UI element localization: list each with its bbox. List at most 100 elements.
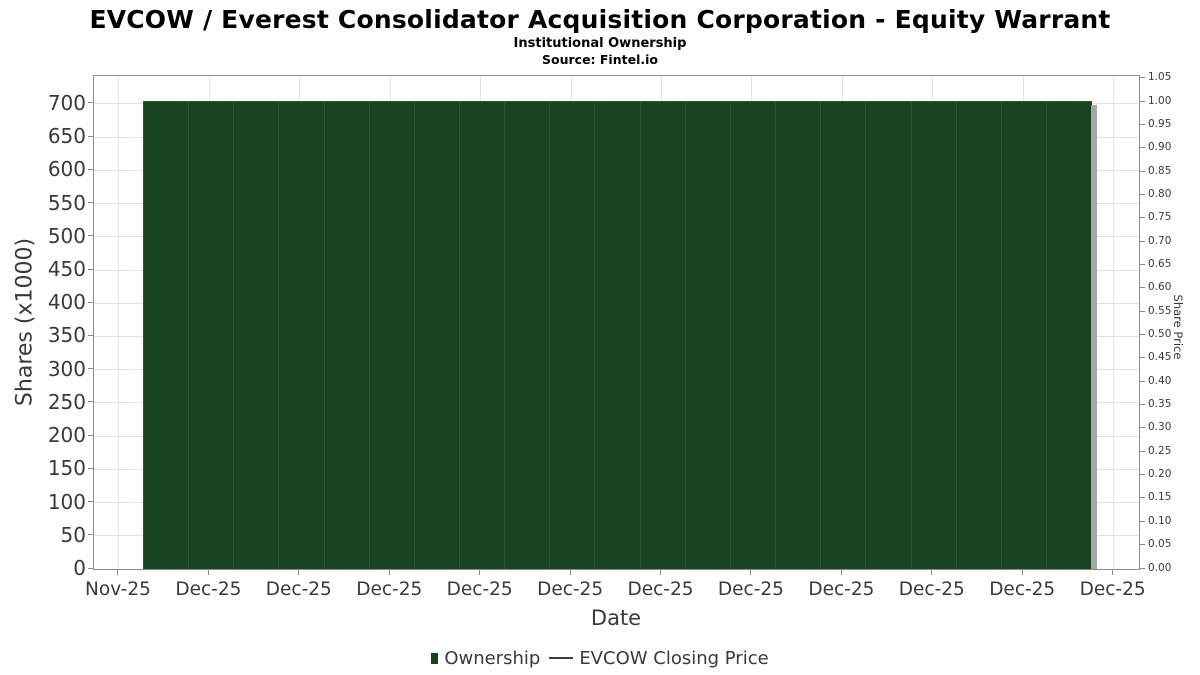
legend: Ownership EVCOW Closing Price: [0, 643, 1200, 673]
x-tick-label: Nov-25: [85, 579, 151, 600]
y-right-tick-mark: [1140, 240, 1145, 242]
x-tick-label: Dec-25: [537, 579, 604, 600]
ownership-bar: [955, 100, 1002, 569]
y-left-tick-label: 550: [47, 190, 86, 215]
y-right-tick-mark: [1140, 450, 1145, 452]
x-tick-label: Dec-25: [175, 579, 242, 600]
ownership-bar: [458, 100, 505, 569]
y-right-tick-mark: [1140, 567, 1145, 569]
y-axis-label-right: Share Price: [1171, 294, 1185, 360]
x-tick-label: Dec-25: [446, 579, 513, 600]
y-left-tick-label: 350: [47, 323, 86, 348]
y-left-tick-label: 250: [47, 389, 86, 414]
y-right-tick-mark: [1140, 217, 1145, 219]
legend-label: EVCOW Closing Price: [579, 647, 769, 669]
y-right-tick-label: 0.10: [1148, 514, 1172, 527]
x-tick-label: Dec-25: [1079, 579, 1146, 600]
bar-shadow: [1091, 104, 1098, 569]
ownership-bar: [684, 100, 731, 569]
ownership-bar: [865, 100, 911, 569]
y-right-tick-mark: [1140, 194, 1145, 195]
ownership-bar: [188, 100, 234, 569]
y-right-tick-label: 0.85: [1148, 164, 1172, 177]
y-right-tick-mark: [1140, 497, 1145, 499]
y-right-tick-mark: [1140, 357, 1145, 359]
y-right-tick-mark: [1140, 310, 1145, 312]
y-right-tick-label: 0.00: [1148, 561, 1172, 574]
y-axis-label-left: Shares (x1000): [12, 237, 38, 407]
y-right-tick-label: 0.20: [1148, 468, 1172, 481]
x-axis-label: Date: [590, 606, 642, 630]
ownership-bar: [594, 100, 641, 569]
x-tick-mark: [569, 570, 571, 575]
legend-item: Ownership: [431, 648, 540, 669]
ownership-bar: [323, 100, 370, 569]
y-right-tick-label: 0.70: [1148, 234, 1172, 247]
ownership-bar: [549, 100, 595, 569]
y-right-tick-label: 0.50: [1148, 328, 1172, 341]
ownership-bar: [1000, 100, 1047, 569]
y-right-tick-mark: [1140, 123, 1145, 125]
x-tick-mark: [1021, 570, 1023, 575]
y-right-tick-label: 0.55: [1148, 304, 1172, 317]
legend-item: EVCOW Closing Price: [549, 647, 769, 669]
y-right-tick-mark: [1140, 474, 1145, 476]
x-tick-mark: [931, 570, 933, 575]
ownership-bar: [413, 100, 460, 569]
ownership-bar: [233, 100, 279, 569]
y-right-tick-label: 0.60: [1148, 281, 1172, 294]
x-tick-mark: [660, 570, 662, 575]
ownership-bar: [910, 100, 957, 569]
chart-subtitle: Institutional Ownership: [513, 36, 687, 51]
ownership-bar: [729, 100, 776, 569]
x-tick-mark: [750, 570, 752, 575]
x-tick-label: Dec-25: [898, 579, 965, 600]
y-left-tick-label: 450: [47, 257, 86, 281]
chart-source-label: Source: Fintel.io: [542, 52, 658, 67]
y-right-tick-mark: [1140, 77, 1145, 79]
y-right-tick-mark: [1140, 100, 1145, 102]
ownership-bar: [639, 100, 686, 569]
ownership-bar: [278, 100, 324, 569]
y-left-tick-label: 500: [47, 223, 86, 248]
y-right-tick-label: 0.05: [1148, 538, 1172, 551]
legend-line-marker-icon: [549, 656, 574, 660]
y-right-tick-mark: [1140, 264, 1145, 266]
y-right-tick-label: 0.25: [1148, 444, 1172, 457]
y-right-tick-mark: [1140, 287, 1145, 289]
y-left-tick-label: 650: [47, 124, 86, 149]
legend-label: Ownership: [444, 647, 541, 669]
x-tick-mark: [1112, 570, 1114, 575]
x-tick-mark: [207, 570, 209, 575]
y-right-tick-label: 0.30: [1148, 421, 1172, 434]
ownership-bar: [504, 100, 550, 569]
plot-area: [93, 75, 1140, 570]
x-tick-label: Dec-25: [808, 579, 875, 600]
y-right-tick-label: 1.05: [1148, 71, 1172, 84]
y-right-tick-label: 0.15: [1148, 491, 1172, 504]
chart-title: EVCOW / Everest Consolidator Acquisition…: [89, 5, 1111, 34]
x-tick-mark: [840, 570, 842, 575]
x-tick-mark: [117, 570, 119, 575]
y-right-tick-label: 0.90: [1148, 141, 1172, 154]
x-tick-label: Dec-25: [627, 579, 694, 600]
y-right-tick-label: 0.40: [1148, 374, 1172, 387]
y-left-tick-label: 50: [60, 522, 86, 547]
y-right-tick-label: 0.75: [1148, 211, 1172, 224]
v-gridline: [1113, 76, 1115, 569]
ownership-bar: [1045, 100, 1092, 569]
x-tick-label: Dec-25: [717, 579, 784, 600]
ownership-bar: [775, 100, 821, 569]
y-left-tick-label: 100: [47, 489, 86, 514]
ownership-bar: [142, 100, 189, 569]
x-tick-label: Dec-25: [265, 579, 332, 600]
y-right-tick-mark: [1140, 147, 1145, 149]
y-left-tick-label: 400: [47, 290, 86, 315]
x-tick-label: Dec-25: [989, 579, 1056, 600]
y-right-tick-label: 1.00: [1148, 94, 1172, 107]
y-right-tick-label: 0.35: [1148, 398, 1172, 411]
y-left-tick-label: 0: [73, 556, 86, 580]
x-tick-label: Dec-25: [356, 579, 423, 600]
y-left-tick-label: 200: [47, 423, 86, 448]
y-right-tick-mark: [1140, 544, 1145, 546]
